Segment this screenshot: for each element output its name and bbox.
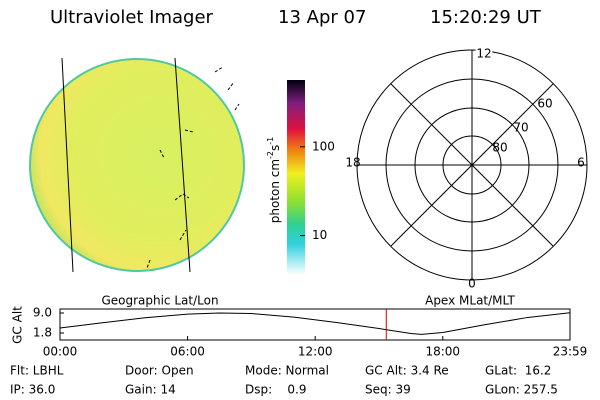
x-tick-label: 00:00 (43, 345, 78, 359)
colorbar-tick-label: 10 (312, 228, 327, 242)
panel-label: Apex MLat/MLT (425, 294, 515, 308)
status-field: GC Alt: 3.4 Re (365, 364, 449, 378)
plot-frame (59, 308, 571, 341)
status-field: Mode: Normal (245, 364, 329, 378)
y-tick-label: 9.0 (33, 306, 52, 320)
colorbar-label: photon cm-2s-1 (266, 137, 282, 224)
instrument: Ultraviolet Imager (50, 7, 214, 28)
status-field: Flt: LBHL (10, 364, 64, 378)
panel-label: Geographic Lat/Lon (101, 294, 218, 308)
status-field: Gain: 14 (125, 383, 176, 397)
mlt-label: 0 (468, 277, 476, 291)
lat-label: 60 (537, 97, 552, 111)
y-axis-label: GC Alt (11, 306, 25, 344)
status-field: GLat: 16.2 (485, 364, 551, 378)
time: 15:20:29 UT (430, 7, 542, 28)
x-tick-label: 23:59 (553, 345, 588, 359)
status-field: Door: Open (125, 364, 194, 378)
status-field: Seq: 39 (365, 383, 411, 397)
colorbar-tick-label: 100 (312, 139, 335, 153)
altitude-line (59, 312, 570, 335)
lat-label: 80 (492, 141, 507, 155)
y-tick-label: 1.8 (33, 326, 52, 340)
colorbar (287, 80, 305, 275)
status-field: Dsp: 0.9 (245, 383, 307, 397)
date: 13 Apr 07 (278, 7, 366, 28)
x-tick-label: 12:00 (298, 345, 333, 359)
polar-label-bg: 12 (476, 47, 491, 61)
status-field: IP: 36.0 (10, 383, 55, 397)
x-tick-label: 18:00 (425, 345, 460, 359)
status-field: GLon: 257.5 (485, 383, 558, 397)
mlt-label: 6 (577, 156, 585, 170)
lat-label: 70 (513, 121, 528, 135)
x-tick-label: 06:00 (170, 345, 205, 359)
mlt-label: 12 (476, 47, 491, 61)
mlt-label: 18 (345, 156, 360, 170)
polar-grid (356, 49, 588, 281)
earth-image (29, 57, 245, 273)
